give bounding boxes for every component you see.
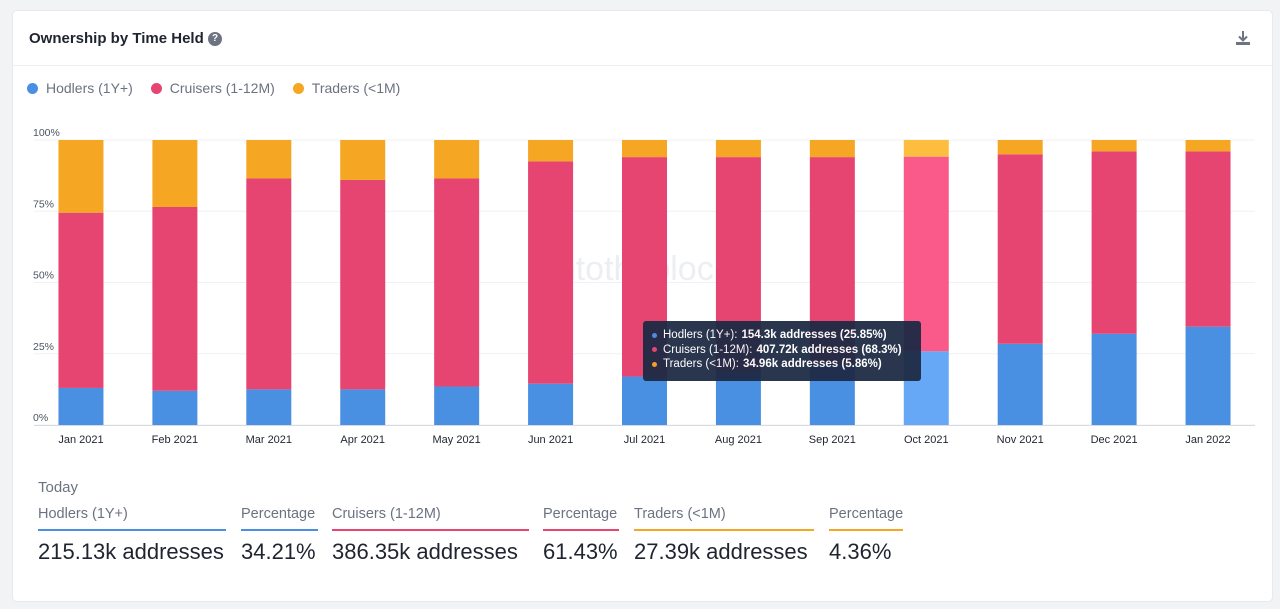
bar-hodlers[interactable]: [1185, 326, 1231, 425]
legend-dot-traders: [292, 82, 304, 94]
stat-label-hodlers: Hodlers (1Y+): [38, 506, 226, 531]
bar-cruisers[interactable]: [246, 178, 292, 390]
stat-cruisers: Cruisers (1-12M) 386.35k addresses: [332, 506, 529, 565]
bar-traders[interactable]: [434, 140, 480, 179]
x-tick-label: Aug 2021: [715, 434, 762, 446]
download-icon[interactable]: [1234, 29, 1252, 47]
legend-item-traders[interactable]: Traders (<1M): [292, 80, 401, 96]
x-tick-label: Jan 2021: [58, 434, 103, 446]
tooltip-dot-cruisers: [652, 347, 657, 353]
x-tick-label: Jun 2021: [528, 434, 573, 446]
x-tick-label: Sep 2021: [809, 434, 856, 446]
bar-traders[interactable]: [903, 139, 949, 157]
y-tick-label: 75%: [33, 198, 54, 210]
tooltip-value-hodlers: 154.3k addresses (25.85%): [741, 329, 887, 341]
bar-hodlers[interactable]: [715, 372, 761, 425]
tooltip-label-hodlers: Hodlers (1Y+):: [663, 329, 738, 341]
chart-tooltip: Hodlers (1Y+): 154.3k addresses (25.85%)…: [643, 321, 921, 381]
bar-cruisers[interactable]: [434, 178, 480, 387]
bar-hodlers[interactable]: [58, 387, 104, 425]
y-tick-label: 0%: [33, 412, 48, 424]
x-tick-label: Oct 2021: [904, 434, 949, 446]
x-tick-label: Jul 2021: [624, 434, 666, 446]
bar-traders[interactable]: [528, 140, 574, 162]
chart-legend: Hodlers (1Y+) Cruisers (1-12M) Traders (…: [27, 80, 400, 96]
x-tick-label: Apr 2021: [340, 434, 385, 446]
stat-value-traders: 27.39k addresses: [634, 539, 808, 564]
x-tick-label: May 2021: [432, 434, 480, 446]
bar-cruisers[interactable]: [528, 161, 574, 384]
stat-cruisers-percentage: Percentage 61.43%: [543, 506, 619, 565]
bar-cruisers[interactable]: [1091, 151, 1137, 334]
bar-traders[interactable]: [246, 140, 292, 179]
bar-traders[interactable]: [1185, 140, 1231, 152]
stat-value-traders-percentage: 4.36%: [829, 539, 892, 564]
card-title: Ownership by Time Held: [29, 30, 204, 47]
stat-hodlers: Hodlers (1Y+) 215.13k addresses: [38, 506, 226, 565]
y-tick-label: 25%: [33, 341, 54, 353]
bar-traders[interactable]: [622, 140, 667, 158]
bar-hodlers[interactable]: [434, 386, 480, 425]
legend-label-traders: Traders (<1M): [311, 80, 401, 96]
bar-hodlers[interactable]: [622, 376, 667, 425]
bar-hodlers[interactable]: [246, 389, 292, 425]
stat-traders: Traders (<1M) 27.39k addresses: [634, 506, 814, 565]
y-tick-label: 100%: [33, 127, 60, 139]
bar-traders[interactable]: [1091, 140, 1137, 152]
legend-label-cruisers: Cruisers (1-12M): [169, 80, 275, 96]
stat-label-cruisers: Cruisers (1-12M): [332, 506, 529, 531]
tooltip-dot-traders: [652, 361, 657, 367]
stat-hodlers-percentage: Percentage 34.21%: [241, 506, 318, 565]
legend-label-hodlers: Hodlers (1Y+): [46, 80, 133, 96]
legend-item-cruisers[interactable]: Cruisers (1-12M): [150, 80, 275, 96]
tooltip-value-traders: 34.96k addresses (5.86%): [742, 358, 882, 370]
card-header: Ownership by Time Held ?: [13, 11, 1272, 66]
bar-cruisers[interactable]: [997, 154, 1043, 344]
tooltip-label-traders: Traders (<1M):: [663, 358, 739, 370]
bar-cruisers[interactable]: [58, 212, 104, 388]
bar-traders[interactable]: [58, 140, 104, 213]
bar-traders[interactable]: [809, 140, 855, 158]
stat-label-traders-percentage: Percentage: [829, 506, 903, 531]
x-tick-label: Jan 2022: [1185, 434, 1230, 446]
today-label: Today: [38, 479, 79, 496]
legend-dot-hodlers: [27, 82, 38, 94]
bar-cruisers[interactable]: [340, 179, 386, 390]
x-tick-label: Nov 2021: [997, 434, 1044, 446]
bar-traders[interactable]: [715, 140, 761, 158]
legend-item-hodlers[interactable]: Hodlers (1Y+): [27, 80, 133, 96]
stat-label-traders: Traders (<1M): [634, 506, 814, 531]
stat-value-cruisers: 386.35k addresses: [332, 539, 518, 564]
tooltip-value-cruisers: 407.72k addresses (68.3%): [756, 343, 902, 356]
bar-cruisers[interactable]: [903, 156, 949, 352]
stat-value-hodlers-percentage: 34.21%: [241, 539, 316, 564]
tooltip-row-hodlers: Hodlers (1Y+): 154.3k addresses (25.85%): [652, 328, 912, 343]
tooltip-label-cruisers: Cruisers (1-12M):: [663, 343, 753, 356]
x-tick-label: Feb 2021: [152, 434, 198, 446]
bar-hodlers[interactable]: [340, 389, 386, 425]
bar-hodlers[interactable]: [152, 390, 198, 425]
stat-value-hodlers: 215.13k addresses: [38, 539, 224, 564]
legend-dot-cruisers: [150, 82, 162, 94]
bar-hodlers[interactable]: [997, 343, 1043, 425]
help-icon[interactable]: ?: [208, 32, 222, 46]
stat-value-cruisers-percentage: 61.43%: [543, 539, 618, 564]
tooltip-row-traders: Traders (<1M): 34.96k addresses (5.86%): [652, 357, 912, 372]
bar-cruisers[interactable]: [152, 206, 198, 391]
bar-traders[interactable]: [152, 140, 198, 207]
tooltip-row-cruisers: Cruisers (1-12M): 407.72k addresses (68.…: [652, 343, 912, 358]
bar-hodlers[interactable]: [528, 383, 574, 425]
bar-traders[interactable]: [997, 140, 1043, 155]
stat-traders-percentage: Percentage 4.36%: [829, 506, 903, 565]
bar-traders[interactable]: [340, 140, 386, 180]
bar-cruisers[interactable]: [1185, 151, 1231, 327]
stat-label-cruisers-percentage: Percentage: [543, 506, 619, 531]
x-tick-label: Mar 2021: [246, 434, 292, 446]
bar-hodlers[interactable]: [1091, 333, 1137, 425]
tooltip-dot-hodlers: [652, 332, 657, 338]
y-tick-label: 50%: [33, 270, 54, 282]
stat-label-hodlers-percentage: Percentage: [241, 506, 318, 531]
x-tick-label: Dec 2021: [1091, 434, 1138, 446]
